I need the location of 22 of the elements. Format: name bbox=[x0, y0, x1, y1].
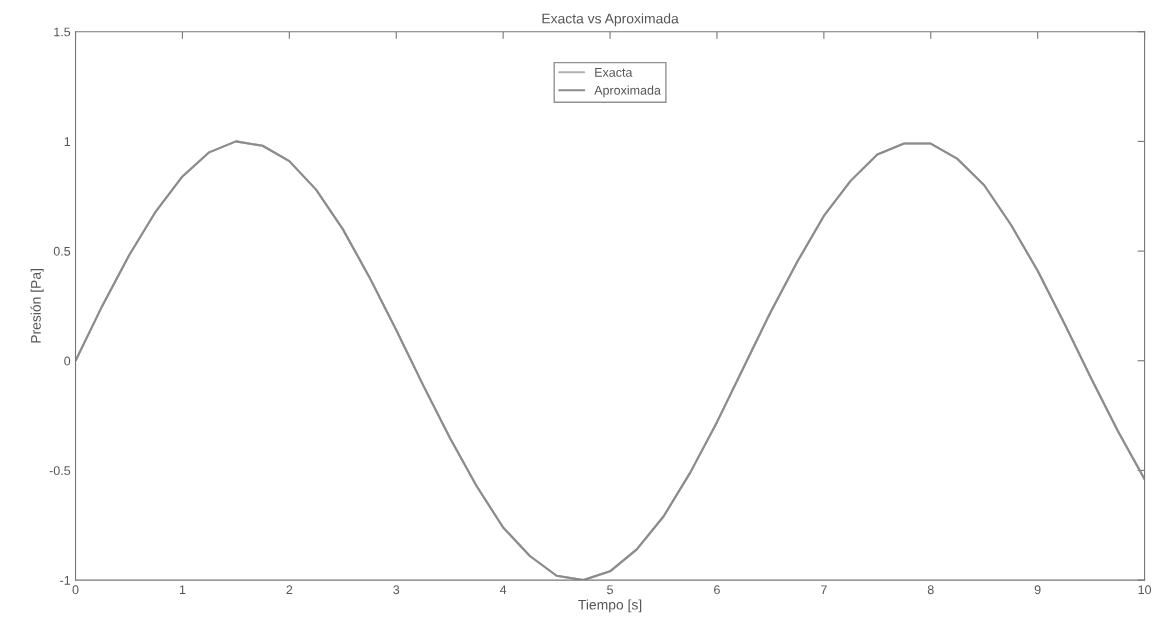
y-tick-label: -0.5 bbox=[49, 466, 71, 476]
x-tick-label: 3 bbox=[393, 585, 400, 595]
x-tick-label: 6 bbox=[714, 585, 720, 595]
legend-label: Exacta bbox=[595, 68, 633, 77]
y-tick-label: 1.5 bbox=[54, 27, 71, 37]
x-tick-label: 7 bbox=[821, 585, 827, 595]
y-tick-label: 1 bbox=[64, 137, 71, 146]
x-tick-label: 1 bbox=[179, 585, 186, 595]
x-tick-label: 10 bbox=[1138, 585, 1152, 595]
x-tick-label: 9 bbox=[1034, 585, 1041, 595]
chart-title: Exacta vs Aproximada bbox=[542, 13, 679, 27]
x-tick-label: 2 bbox=[286, 585, 293, 595]
x-tick-label: 8 bbox=[927, 585, 934, 595]
y-axis-title: Presión [Pa] bbox=[30, 269, 44, 343]
x-tick-label: 5 bbox=[607, 585, 613, 595]
x-axis-title: Tiempo [s] bbox=[578, 599, 642, 613]
x-tick-label: 0 bbox=[72, 585, 79, 595]
y-tick-label: 0.5 bbox=[53, 246, 71, 256]
y-tick-label: 0 bbox=[64, 356, 71, 366]
legend-label: Aproximada bbox=[594, 85, 661, 98]
x-tick-label: 4 bbox=[499, 585, 507, 595]
y-tick-label: -1 bbox=[60, 576, 71, 585]
